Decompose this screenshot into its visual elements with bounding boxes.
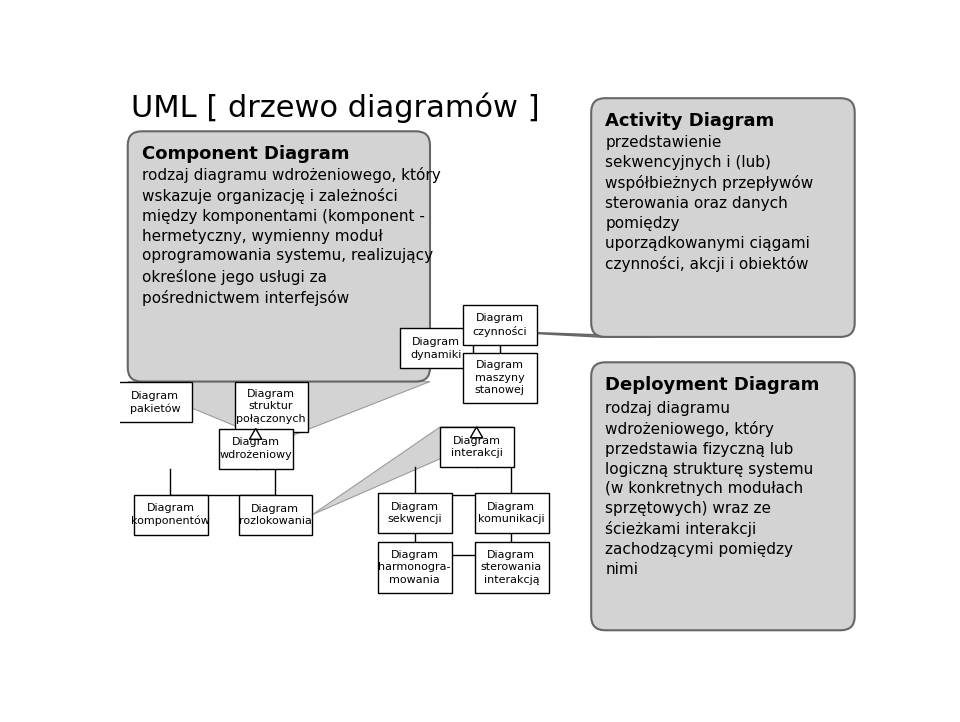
Text: Diagram
wdrożeniowy: Diagram wdrożeniowy xyxy=(219,438,292,460)
Text: Diagram
maszyny
stanowej: Diagram maszyny stanowej xyxy=(475,360,525,395)
Polygon shape xyxy=(470,427,483,438)
Text: Diagram
rozlokowania: Diagram rozlokowania xyxy=(239,503,311,526)
FancyBboxPatch shape xyxy=(591,362,854,630)
Text: Diagram
pakietów: Diagram pakietów xyxy=(130,391,180,414)
Text: rodzaj diagramu
wdrożeniowego, który
przedstawia fizyczną lub
logiczną strukturę: rodzaj diagramu wdrożeniowego, który prz… xyxy=(605,401,813,577)
FancyBboxPatch shape xyxy=(219,429,293,469)
Text: Diagram
komponentów: Diagram komponentów xyxy=(131,503,210,526)
Text: Diagram
czynności: Diagram czynności xyxy=(472,313,527,337)
Text: UML [ drzewo diagramów ]: UML [ drzewo diagramów ] xyxy=(131,93,540,123)
Polygon shape xyxy=(501,331,653,337)
FancyBboxPatch shape xyxy=(378,493,452,534)
Text: Diagram
komunikacji: Diagram komunikacji xyxy=(478,502,544,524)
Text: Deployment Diagram: Deployment Diagram xyxy=(605,376,820,394)
Text: Diagram
sekwencji: Diagram sekwencji xyxy=(387,502,442,524)
FancyBboxPatch shape xyxy=(378,542,452,593)
FancyBboxPatch shape xyxy=(118,383,192,422)
FancyBboxPatch shape xyxy=(591,98,854,337)
FancyBboxPatch shape xyxy=(239,495,312,535)
FancyBboxPatch shape xyxy=(234,381,308,432)
Polygon shape xyxy=(128,381,430,443)
FancyBboxPatch shape xyxy=(464,353,537,403)
FancyBboxPatch shape xyxy=(475,542,548,593)
FancyBboxPatch shape xyxy=(128,131,430,381)
Text: Diagram
interakcji: Diagram interakcji xyxy=(450,436,502,458)
Text: Diagram
dynamiki: Diagram dynamiki xyxy=(411,337,462,360)
Text: Diagram
struktur
połączonych: Diagram struktur połączonych xyxy=(236,388,306,424)
FancyBboxPatch shape xyxy=(399,329,473,368)
FancyBboxPatch shape xyxy=(475,493,548,534)
Text: przedstawienie
sekwencyjnych i (lub)
współbieżnych przepływów
sterowania oraz da: przedstawienie sekwencyjnych i (lub) wsp… xyxy=(605,135,813,271)
Text: Diagram
sterowania
interakcją: Diagram sterowania interakcją xyxy=(481,549,542,585)
FancyBboxPatch shape xyxy=(440,427,514,467)
Text: rodzaj diagramu wdrożeniowego, który
wskazuje organizację i zależności
między ko: rodzaj diagramu wdrożeniowego, który wsk… xyxy=(142,167,441,305)
Polygon shape xyxy=(312,427,513,515)
Text: Activity Diagram: Activity Diagram xyxy=(605,112,775,130)
Polygon shape xyxy=(250,429,262,439)
FancyBboxPatch shape xyxy=(464,305,537,345)
Text: Component Diagram: Component Diagram xyxy=(142,145,349,163)
Text: Diagram
harmonogra-
mowania: Diagram harmonogra- mowania xyxy=(378,549,451,585)
FancyBboxPatch shape xyxy=(134,495,207,535)
